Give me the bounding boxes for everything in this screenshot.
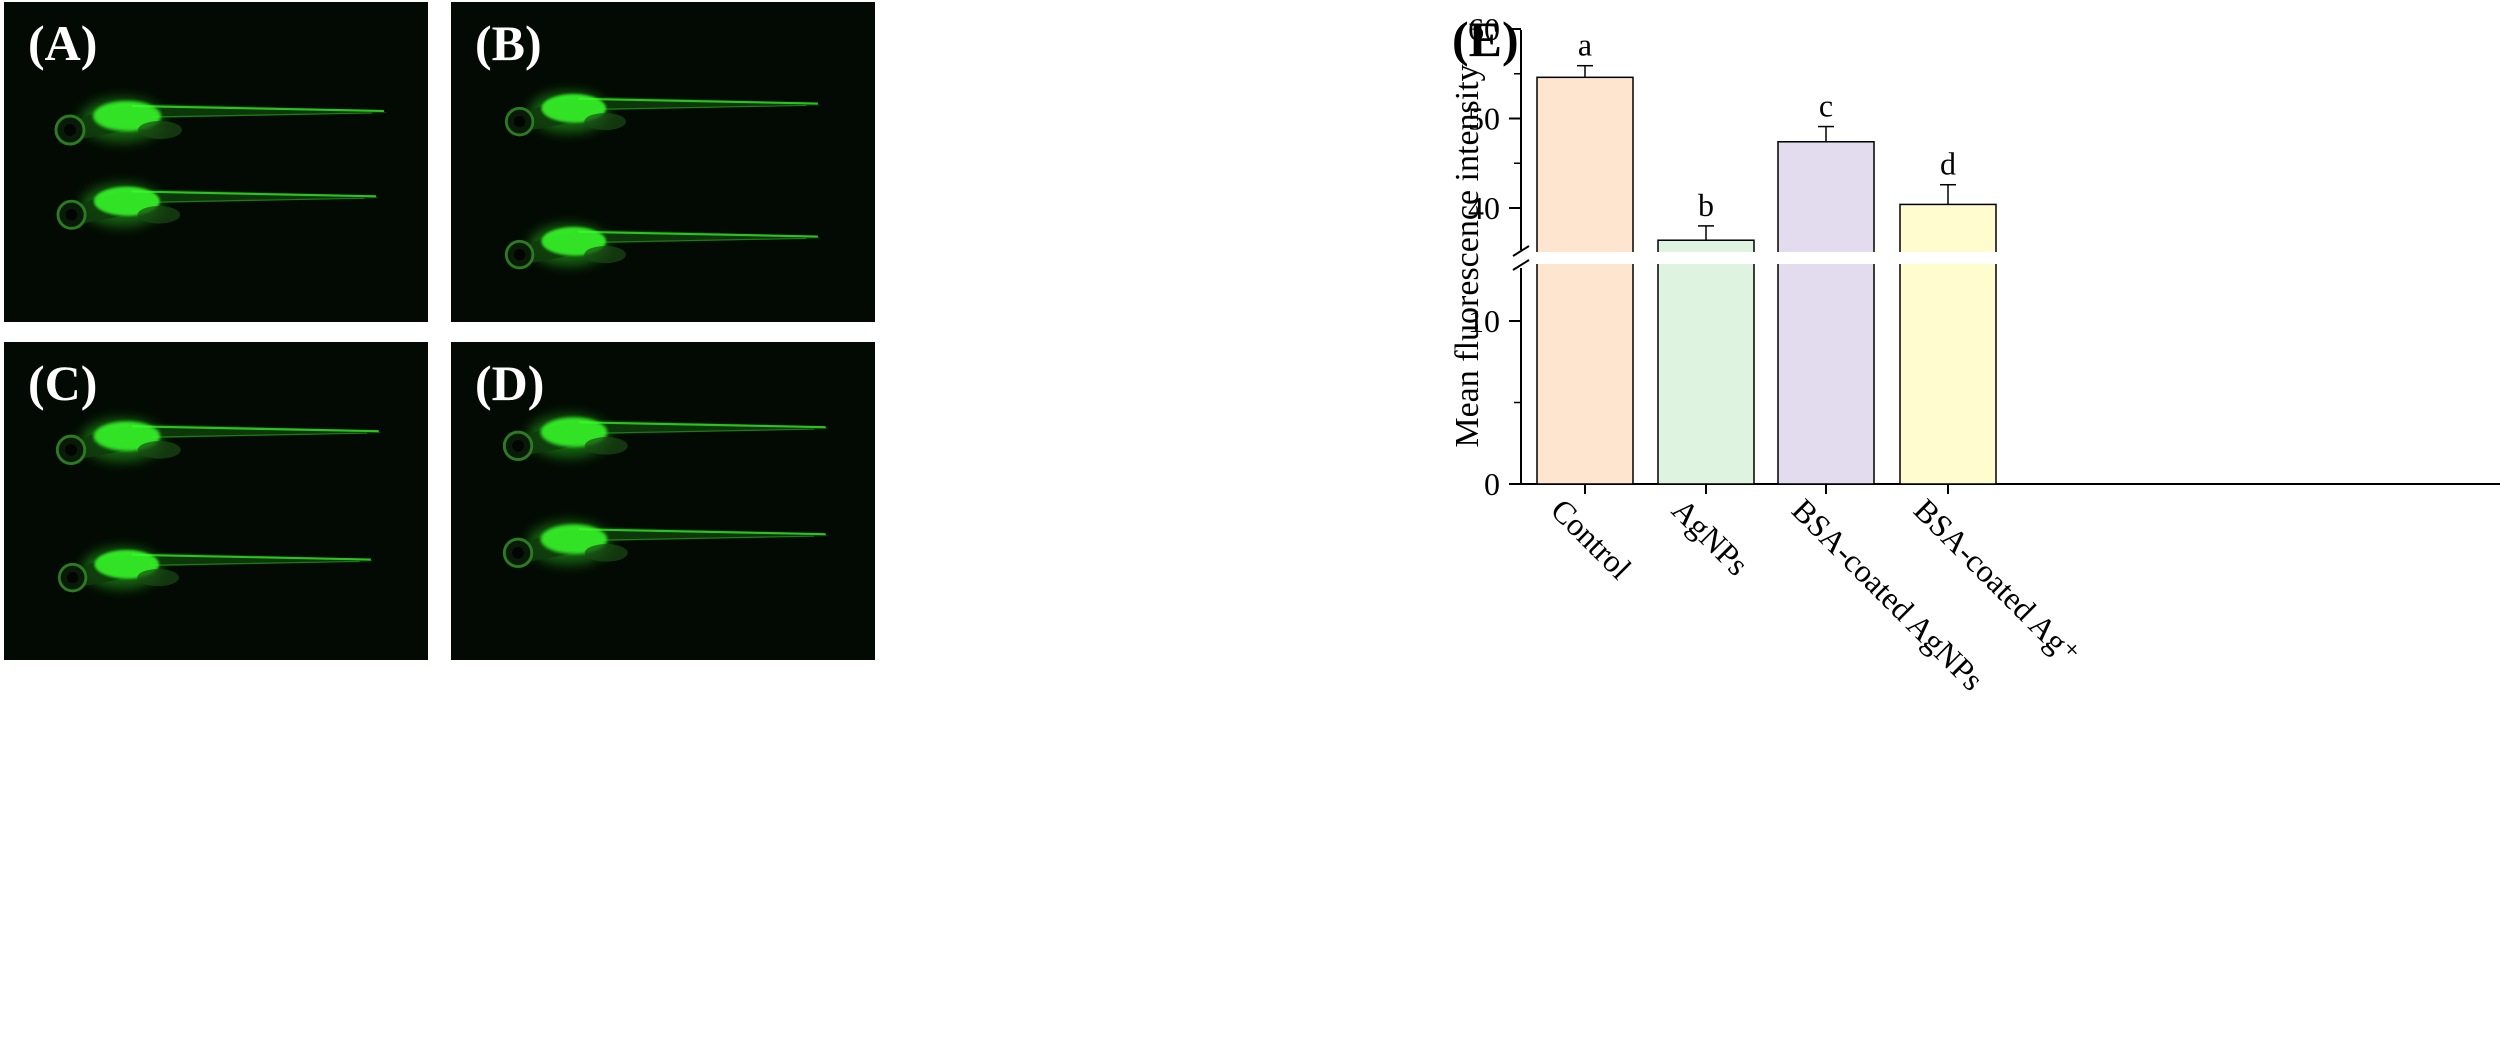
panel-label-e: (E) [1452,11,1519,67]
zebrafish-larva [504,91,821,137]
bar-2 [1657,239,1755,485]
y-tick-label: 0 [1484,466,1500,502]
ventral-line [597,237,807,243]
significance-letter: c [1819,88,1833,124]
fish-pupil [65,443,77,456]
dorsal-line [131,190,377,198]
panel-label-b: (B) [475,15,542,71]
zebrafish-larva [54,98,387,146]
fish-pupil [512,546,524,559]
axis-break-gap [1505,252,2500,264]
ventral-line [598,535,815,541]
significance-letter: d [1940,146,1956,182]
ventral-line [151,432,368,438]
panel-label-c: (C) [28,355,98,411]
zebrafish-larva [56,183,380,230]
y-tick-label: 40 [1468,190,1500,226]
micrograph-panel-d: (D) [451,342,875,660]
fish-pupil [512,439,524,452]
bar-4 [1899,203,1997,485]
fish-image-d [502,414,829,569]
ventral-line [597,104,807,110]
fish-pupil [513,248,526,261]
significance-letter: b [1698,187,1714,223]
head-fluorescence [540,524,608,554]
y-tick-label: 50 [1468,101,1500,137]
micrograph-panel-c: (C) [4,342,428,660]
dorsal-line [131,425,379,433]
head-fluorescence [94,550,160,579]
bar-3 [1777,141,1875,485]
yolk-sac [137,569,179,587]
micrograph-panel-b: (B) [451,2,875,322]
ventral-line [151,197,365,203]
x-tick-label: AgNPs [1665,491,1756,582]
ventral-line [151,112,373,118]
yolk-sac [137,441,181,459]
head-fluorescence [93,421,161,451]
yolk-sac [584,246,626,264]
bar-1 [1536,76,1634,485]
zebrafish-larva [55,418,382,466]
zebrafish-larva [504,224,821,270]
yolk-sac [584,113,626,131]
fish-image-b [504,91,821,270]
yolk-sac [584,437,628,455]
head-fluorescence [540,417,608,447]
micrograph-panel-a: (A) [4,2,428,322]
significance-letter: a [1578,27,1592,63]
axis-break-mark [1512,245,1530,257]
dorsal-line [578,528,826,536]
head-fluorescence [93,101,161,131]
head-fluorescence [541,227,607,256]
head-fluorescence [541,94,607,123]
yolk-sac [137,206,181,224]
y-tick-label: 10 [1468,303,1500,339]
dorsal-line [131,104,385,113]
x-tick-label: Control [1544,491,1639,586]
ventral-line [598,428,815,434]
fish-image-c [55,418,382,593]
axis-break-mark [1512,259,1530,271]
panel-label-a: (A) [28,15,98,71]
fish-pupil [64,124,76,136]
yolk-sac [138,121,182,139]
zebrafish-larva [502,414,829,462]
fish-pupil [65,208,78,221]
y-axis-title: Mean fluorescence intensity [1449,64,1486,447]
ventral-line [150,560,360,566]
fish-pupil [513,115,526,128]
zebrafish-larva [57,547,374,593]
yolk-sac [584,544,628,562]
dorsal-line [578,97,818,105]
dorsal-line [131,553,371,561]
zebrafish-larva [502,521,829,569]
dorsal-line [578,421,826,429]
fish-image-a [54,98,387,230]
fish-pupil [66,571,79,584]
y-tick-label: 60 [1468,11,1500,47]
panel-label-d: (D) [475,355,545,411]
dorsal-line [578,230,818,238]
head-fluorescence [93,186,160,216]
